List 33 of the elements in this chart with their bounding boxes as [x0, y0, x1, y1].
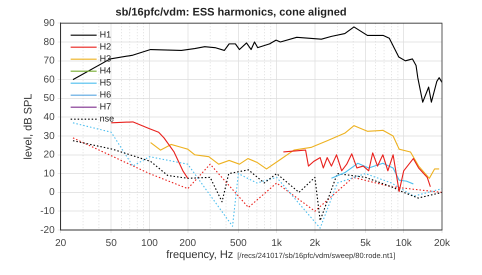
x-tick-label: 50	[106, 238, 118, 249]
y-tick-label: -20	[40, 224, 56, 236]
y-tick-label: -10	[40, 206, 56, 217]
y-tick-label: 70	[44, 56, 56, 67]
x-tick-label: 20k	[434, 238, 452, 249]
x-tick-label: 10k	[396, 238, 413, 249]
x-axis-title: frequency, Hz	[166, 249, 234, 261]
legend-label: H6	[100, 90, 112, 100]
y-axis-title: level, dB SPL	[22, 94, 35, 160]
legend-label: H4	[100, 66, 112, 76]
x-tick-label: 500	[230, 238, 248, 249]
y-tick-label: 40	[44, 112, 56, 123]
chart-title: sb/16pfc/vdm: ESS harmonics, cone aligned	[115, 6, 347, 19]
y-tick-label: 30	[44, 130, 56, 142]
y-tick-label: 50	[44, 93, 56, 104]
y-tick-label: 90	[44, 18, 56, 29]
y-tick-label: 0	[49, 187, 56, 198]
legend-label: H2	[100, 42, 112, 52]
x-tick-label: 200	[179, 238, 197, 249]
x-tick-label: 5k	[360, 238, 372, 249]
legend-label: nse	[100, 114, 114, 124]
x-tick-label: 2k	[310, 238, 322, 249]
y-tick-label: 80	[44, 36, 56, 48]
x-tick-label: 20	[55, 238, 67, 249]
legend-label: H5	[100, 78, 112, 88]
legend-label: H7	[100, 102, 112, 112]
x-tick-label: 100	[141, 238, 158, 249]
y-tick-label: 20	[44, 150, 56, 161]
y-tick-label: 60	[44, 74, 56, 86]
x-tick-label: 1k	[271, 238, 283, 249]
y-tick-label: 10	[44, 168, 56, 180]
legend-label: H1	[100, 30, 112, 40]
legend-label: H3	[100, 54, 112, 64]
